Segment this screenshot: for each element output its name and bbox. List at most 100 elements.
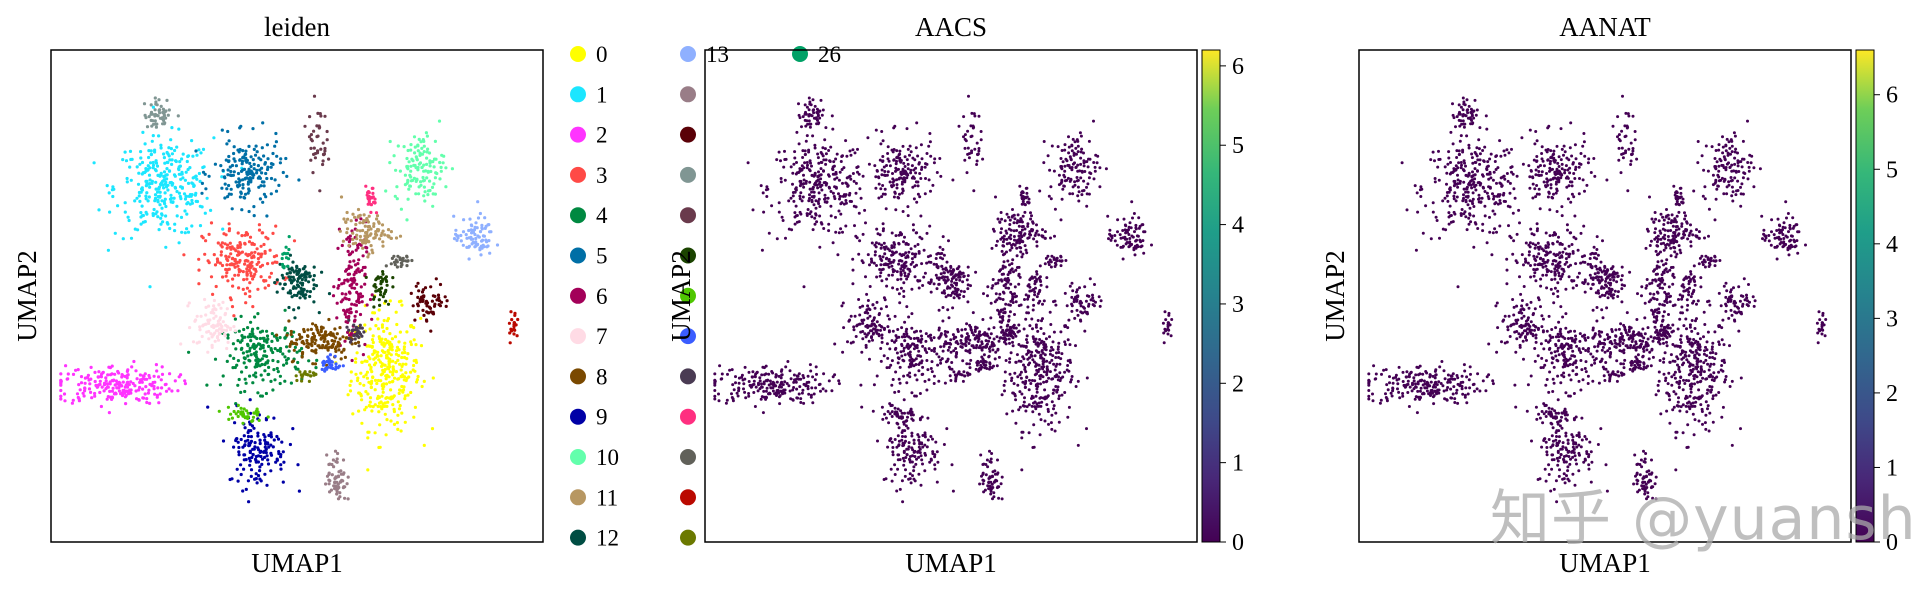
scatter-point bbox=[130, 365, 134, 369]
scatter-point bbox=[424, 131, 428, 135]
scatter-point bbox=[904, 172, 908, 176]
scatter-point bbox=[887, 265, 891, 269]
scatter-point bbox=[870, 329, 874, 333]
scatter-point bbox=[233, 257, 237, 262]
scatter-point bbox=[757, 381, 760, 385]
scatter-point bbox=[127, 392, 131, 396]
scatter-point bbox=[412, 176, 416, 180]
scatter-point bbox=[409, 324, 413, 328]
scatter-point bbox=[898, 381, 902, 385]
scatter-point bbox=[271, 231, 275, 235]
scatter-point bbox=[954, 355, 958, 359]
scatter-point bbox=[1014, 421, 1018, 425]
chart-title: leiden bbox=[264, 12, 330, 42]
scatter-point bbox=[1029, 217, 1033, 221]
scatter-point bbox=[204, 305, 208, 309]
scatter-point bbox=[395, 197, 399, 201]
scatter-point bbox=[892, 183, 896, 187]
scatter-point bbox=[198, 325, 202, 329]
scatter-point bbox=[467, 228, 471, 233]
scatter-point bbox=[252, 147, 256, 151]
scatter-point bbox=[198, 224, 203, 228]
scatter-point bbox=[373, 283, 377, 287]
scatter-point bbox=[792, 380, 796, 384]
scatter-point bbox=[216, 260, 220, 264]
scatter-point bbox=[1011, 258, 1015, 262]
scatter-point bbox=[404, 362, 408, 366]
scatter-point bbox=[370, 248, 374, 252]
scatter-point bbox=[901, 167, 905, 171]
scatter-point bbox=[228, 326, 233, 330]
scatter-point bbox=[768, 379, 772, 383]
scatter-point bbox=[413, 151, 417, 155]
scatter-point bbox=[903, 155, 907, 159]
scatter-point bbox=[177, 241, 181, 245]
scatter-point bbox=[311, 278, 315, 282]
scatter-point bbox=[470, 231, 474, 235]
scatter-point bbox=[734, 381, 737, 385]
scatter-point bbox=[1010, 267, 1014, 271]
scatter-point bbox=[929, 333, 933, 337]
scatter-point bbox=[942, 443, 946, 446]
scatter-point bbox=[860, 405, 864, 409]
scatter-point bbox=[226, 405, 230, 409]
scatter-point bbox=[125, 176, 129, 181]
scatter-point bbox=[1092, 177, 1096, 181]
scatter-point bbox=[145, 397, 149, 401]
scatter-point bbox=[421, 308, 425, 312]
scatter-point bbox=[371, 251, 375, 255]
scatter-point bbox=[838, 197, 841, 201]
scatter-point bbox=[241, 287, 245, 291]
scatter-point bbox=[226, 279, 230, 283]
scatter-point bbox=[347, 318, 351, 322]
scatter-point bbox=[879, 347, 883, 350]
scatter-point bbox=[261, 378, 265, 382]
scatter-point bbox=[379, 339, 383, 344]
scatter-point bbox=[915, 231, 919, 235]
scatter-point bbox=[396, 358, 400, 362]
scatter-point bbox=[137, 388, 141, 392]
scatter-point bbox=[819, 389, 822, 393]
scatter-point bbox=[86, 375, 90, 379]
scatter-point bbox=[292, 348, 296, 352]
scatter-point bbox=[352, 323, 356, 327]
scatter-point bbox=[269, 347, 273, 351]
scatter-point bbox=[251, 176, 255, 180]
scatter-point bbox=[175, 214, 179, 218]
scatter-point bbox=[1037, 404, 1041, 408]
scatter-point bbox=[920, 262, 924, 266]
scatter-point bbox=[263, 161, 267, 165]
scatter-point bbox=[851, 340, 855, 344]
scatter-point bbox=[815, 372, 818, 376]
scatter-point bbox=[237, 286, 241, 290]
scatter-point bbox=[890, 264, 894, 268]
scatter-point bbox=[1062, 173, 1066, 177]
scatter-point bbox=[1042, 332, 1046, 336]
scatter-point bbox=[417, 185, 421, 189]
scatter-point bbox=[970, 331, 974, 335]
legend-label: 13 bbox=[706, 42, 729, 67]
scatter-point bbox=[926, 438, 930, 442]
scatter-point bbox=[327, 482, 331, 486]
scatter-point bbox=[960, 334, 964, 338]
scatter-point bbox=[429, 329, 433, 333]
scatter-point bbox=[1013, 285, 1017, 289]
scatter-point bbox=[1046, 407, 1050, 411]
scatter-point bbox=[389, 230, 393, 234]
scatter-point bbox=[935, 171, 939, 174]
scatter-point bbox=[389, 397, 393, 401]
scatter-point bbox=[836, 253, 840, 257]
scatter-point bbox=[903, 274, 907, 278]
scatter-point bbox=[1005, 237, 1009, 241]
scatter-point bbox=[243, 196, 247, 200]
scatter-point bbox=[1014, 398, 1018, 402]
scatter-point bbox=[362, 375, 366, 379]
scatter-point bbox=[139, 215, 143, 219]
scatter-point bbox=[180, 185, 184, 189]
scatter-point bbox=[154, 161, 159, 165]
scatter-point bbox=[914, 462, 918, 466]
scatter-point bbox=[361, 240, 365, 244]
scatter-point bbox=[1018, 405, 1022, 409]
scatter-point bbox=[185, 159, 189, 164]
scatter-point bbox=[217, 332, 221, 336]
